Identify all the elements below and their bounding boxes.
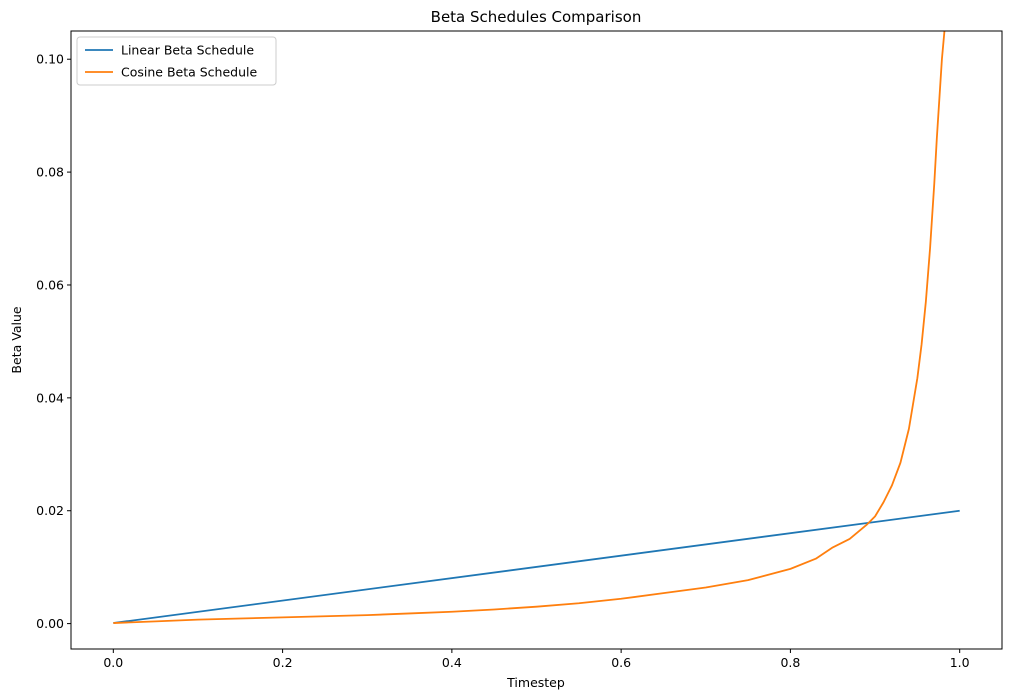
legend: Linear Beta Schedule Cosine Beta Schedule [76, 36, 277, 86]
x-tick-label: 1.0 [950, 655, 970, 670]
x-tick-label: 0.2 [273, 655, 293, 670]
y-axis-ticks: 0.00 0.02 0.04 0.06 0.08 0.10 [36, 52, 71, 631]
y-tick-label: 0.06 [36, 277, 64, 292]
x-axis-label: Timestep [506, 675, 565, 690]
y-tick-label: 0.00 [36, 616, 64, 631]
y-tick-label: 0.02 [36, 503, 64, 518]
y-tick-label: 0.08 [36, 165, 64, 180]
x-tick-label: 0.8 [780, 655, 800, 670]
series-line-cosine [113, 31, 946, 624]
x-tick-label: 0.4 [442, 655, 462, 670]
series-line-linear [113, 509, 960, 624]
plot-area [71, 31, 1002, 649]
plot-frame [70, 30, 1003, 650]
y-axis-label: Beta Value [9, 306, 24, 373]
chart-title: Beta Schedules Comparison [431, 8, 642, 26]
x-tick-label: 0.0 [103, 655, 123, 670]
y-tick-label: 0.10 [36, 52, 64, 67]
legend-label: Cosine Beta Schedule [121, 65, 257, 80]
legend-label: Linear Beta Schedule [121, 43, 254, 58]
legend-box [76, 36, 277, 86]
x-tick-label: 0.6 [611, 655, 631, 670]
series-group [113, 31, 960, 624]
x-axis-ticks: 0.0 0.2 0.4 0.6 0.8 1.0 [103, 649, 970, 670]
y-tick-label: 0.04 [36, 390, 64, 405]
